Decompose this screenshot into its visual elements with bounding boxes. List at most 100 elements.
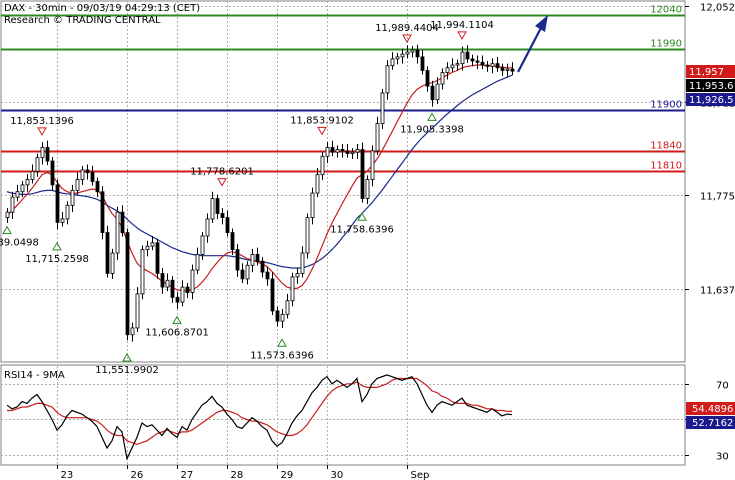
- candle-body: [180, 286, 185, 303]
- candle-body: [100, 191, 105, 233]
- candle-body: [395, 56, 400, 60]
- levels-layer: 12040 11990 11900 11840 11810: [1, 5, 685, 173]
- main-panel-frame: [0, 0, 686, 363]
- price-axis: 12,05211,91211,77511,63711,95711,953.611…: [685, 3, 735, 297]
- candle-body: [230, 232, 235, 251]
- candle-body: [110, 252, 115, 274]
- candle-body: [50, 160, 55, 186]
- candle-body: [265, 271, 270, 280]
- candle-body: [460, 51, 465, 65]
- candle-body: [210, 198, 215, 220]
- candle-body: [225, 217, 230, 233]
- candle-body: [160, 273, 165, 288]
- candle-body: [195, 253, 200, 271]
- candle-body: [360, 149, 365, 199]
- candle-body: [385, 65, 390, 94]
- x-tick-label: 27: [181, 470, 194, 480]
- candle-body: [215, 198, 220, 214]
- swing-high-label: 11,994.1104: [430, 20, 494, 31]
- swing-high-label: 11,989.4404: [375, 23, 439, 34]
- candle-body: [45, 147, 50, 162]
- level-label: 11840: [650, 141, 682, 152]
- candle-body: [80, 169, 85, 180]
- candle-body: [410, 49, 415, 53]
- candle-body: [325, 147, 330, 157]
- candle-body: [320, 155, 325, 176]
- candle-body: [5, 211, 10, 218]
- candle-body: [415, 49, 420, 58]
- candle-body: [455, 63, 460, 66]
- candle-body: [495, 63, 500, 69]
- rsi-tick-label: 70: [716, 381, 729, 392]
- swing-low-marker-icon: [427, 112, 437, 121]
- x-tick-label: 28: [231, 470, 244, 480]
- swing-high-marker-icon: [402, 34, 412, 44]
- forecast-arrow-icon: [517, 15, 548, 73]
- swing-low-marker-icon: [122, 353, 132, 362]
- candle-body: [75, 179, 80, 191]
- price-tag-label: 11,926.5: [689, 95, 734, 106]
- candle-body: [485, 64, 490, 67]
- candle-body: [445, 67, 450, 73]
- candle-body: [295, 273, 300, 278]
- candle-body: [480, 61, 485, 66]
- candle-body: [65, 204, 70, 220]
- candle-body: [290, 276, 295, 302]
- candle-body: [440, 72, 445, 85]
- swing-low-marker-icon: [2, 225, 12, 235]
- price-tag: [686, 79, 735, 92]
- candle-body: [420, 56, 425, 71]
- rsi-tag-label: 52.7162: [692, 418, 733, 429]
- level-label: 11900: [650, 100, 682, 111]
- rsi-line: [6, 374, 513, 461]
- candle-body: [130, 327, 135, 336]
- swing-low-label: 11,606.8701: [145, 328, 209, 339]
- candle-body: [435, 83, 440, 101]
- candle-body: [60, 218, 65, 223]
- candle-body: [235, 249, 240, 271]
- candle-body: [40, 147, 45, 159]
- candles-layer: [5, 44, 515, 342]
- swing-high-marker-icon: [317, 126, 327, 136]
- swing-low-label: 11,715.2598: [25, 254, 89, 265]
- candle-body: [505, 68, 510, 71]
- rsi-tag: [686, 416, 735, 429]
- candle-body: [390, 58, 395, 67]
- candle-body: [35, 157, 40, 172]
- candle-body: [425, 70, 430, 87]
- price-tick-label: 12,052: [700, 3, 735, 14]
- candle-body: [340, 149, 345, 152]
- candle-body: [85, 169, 90, 174]
- swing-low-label: 11,758.6396: [330, 224, 394, 235]
- swing-low-label: 11,739.0498: [0, 238, 39, 249]
- chart-subtitle: Research © TRADING CENTRAL: [4, 15, 161, 26]
- candle-body: [135, 293, 140, 329]
- candle-body: [365, 179, 370, 199]
- candle-body: [275, 310, 280, 322]
- candle-body: [115, 211, 120, 254]
- candle-body: [430, 85, 435, 101]
- candle-body: [355, 149, 360, 153]
- candle-body: [375, 123, 380, 152]
- candle-body: [310, 192, 315, 218]
- candle-body: [305, 217, 310, 254]
- candle-body: [95, 181, 100, 193]
- candle-body: [300, 252, 305, 274]
- candle-body: [240, 269, 245, 280]
- candle-body: [250, 253, 255, 266]
- candle-body: [10, 196, 15, 213]
- candle-body: [25, 179, 30, 186]
- candle-body: [205, 218, 210, 237]
- candle-body: [465, 51, 470, 60]
- price-tag-label: 11,953.6: [689, 81, 734, 92]
- swing-low-label: 11,573.6396: [250, 350, 314, 361]
- swing-high-label: 11,853.1396: [10, 116, 74, 127]
- candle-body: [475, 60, 480, 63]
- candle-body: [150, 242, 155, 247]
- level-label: 12040: [650, 5, 682, 16]
- swing-high-label: 11,853.9102: [290, 115, 354, 126]
- rsi-tag-label: 54.4896: [692, 404, 733, 415]
- candle-body: [145, 245, 150, 251]
